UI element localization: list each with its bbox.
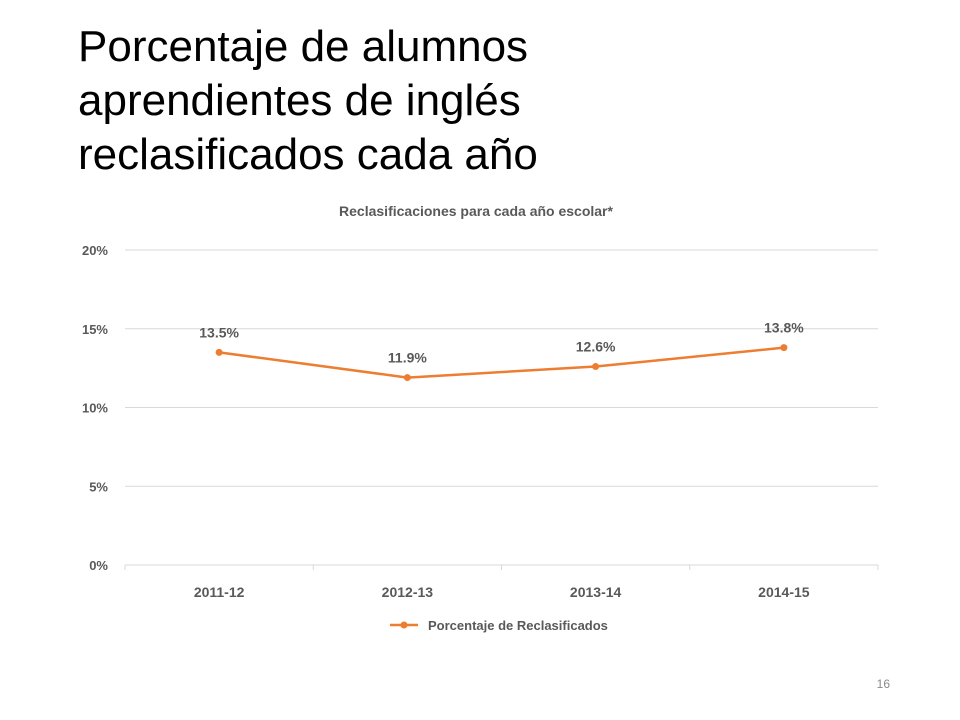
gridlines xyxy=(124,249,879,570)
data-point xyxy=(215,348,223,356)
y-tick-label: 0% xyxy=(89,558,108,573)
slide-title-line-3: reclasificados cada año xyxy=(78,130,538,179)
x-axis-tick-labels: 2011-12 2012-13 2013-14 2014-15 xyxy=(194,584,810,600)
y-tick-label: 5% xyxy=(89,479,108,494)
data-point xyxy=(592,363,600,371)
data-labels: 13.5% 11.9% 12.6% 13.8% xyxy=(199,320,804,366)
x-tick-label: 2013-14 xyxy=(570,584,622,600)
y-tick-label: 15% xyxy=(82,322,108,337)
slide-title: Porcentaje de alumnos aprendientes de in… xyxy=(78,20,838,182)
data-point xyxy=(780,344,788,352)
y-tick-label: 10% xyxy=(82,401,108,416)
x-tick-label: 2014-15 xyxy=(758,584,810,600)
legend-dot-marker xyxy=(400,621,408,629)
legend: Porcentaje de Reclasificados xyxy=(390,618,608,633)
legend-label: Porcentaje de Reclasificados xyxy=(428,618,608,633)
y-tick-label: 20% xyxy=(82,243,108,258)
y-axis-tick-labels: 0% 5% 10% 15% 20% xyxy=(82,243,108,573)
series-line xyxy=(217,346,786,379)
chart-title: Reclasificaciones para cada año escolar* xyxy=(339,203,613,219)
data-label: 12.6% xyxy=(576,339,616,355)
page-number: 16 xyxy=(876,677,890,691)
data-label: 11.9% xyxy=(388,350,427,366)
data-label: 13.8% xyxy=(764,320,804,336)
slide-title-line-2: aprendientes de inglés xyxy=(78,76,521,125)
x-tick-label: 2012-13 xyxy=(382,584,434,600)
data-point xyxy=(403,374,411,382)
slide-title-line-1: Porcentaje de alumnos xyxy=(78,22,529,71)
series-group xyxy=(215,344,788,382)
data-label: 13.5% xyxy=(199,324,239,340)
x-tick-label: 2011-12 xyxy=(194,584,245,600)
